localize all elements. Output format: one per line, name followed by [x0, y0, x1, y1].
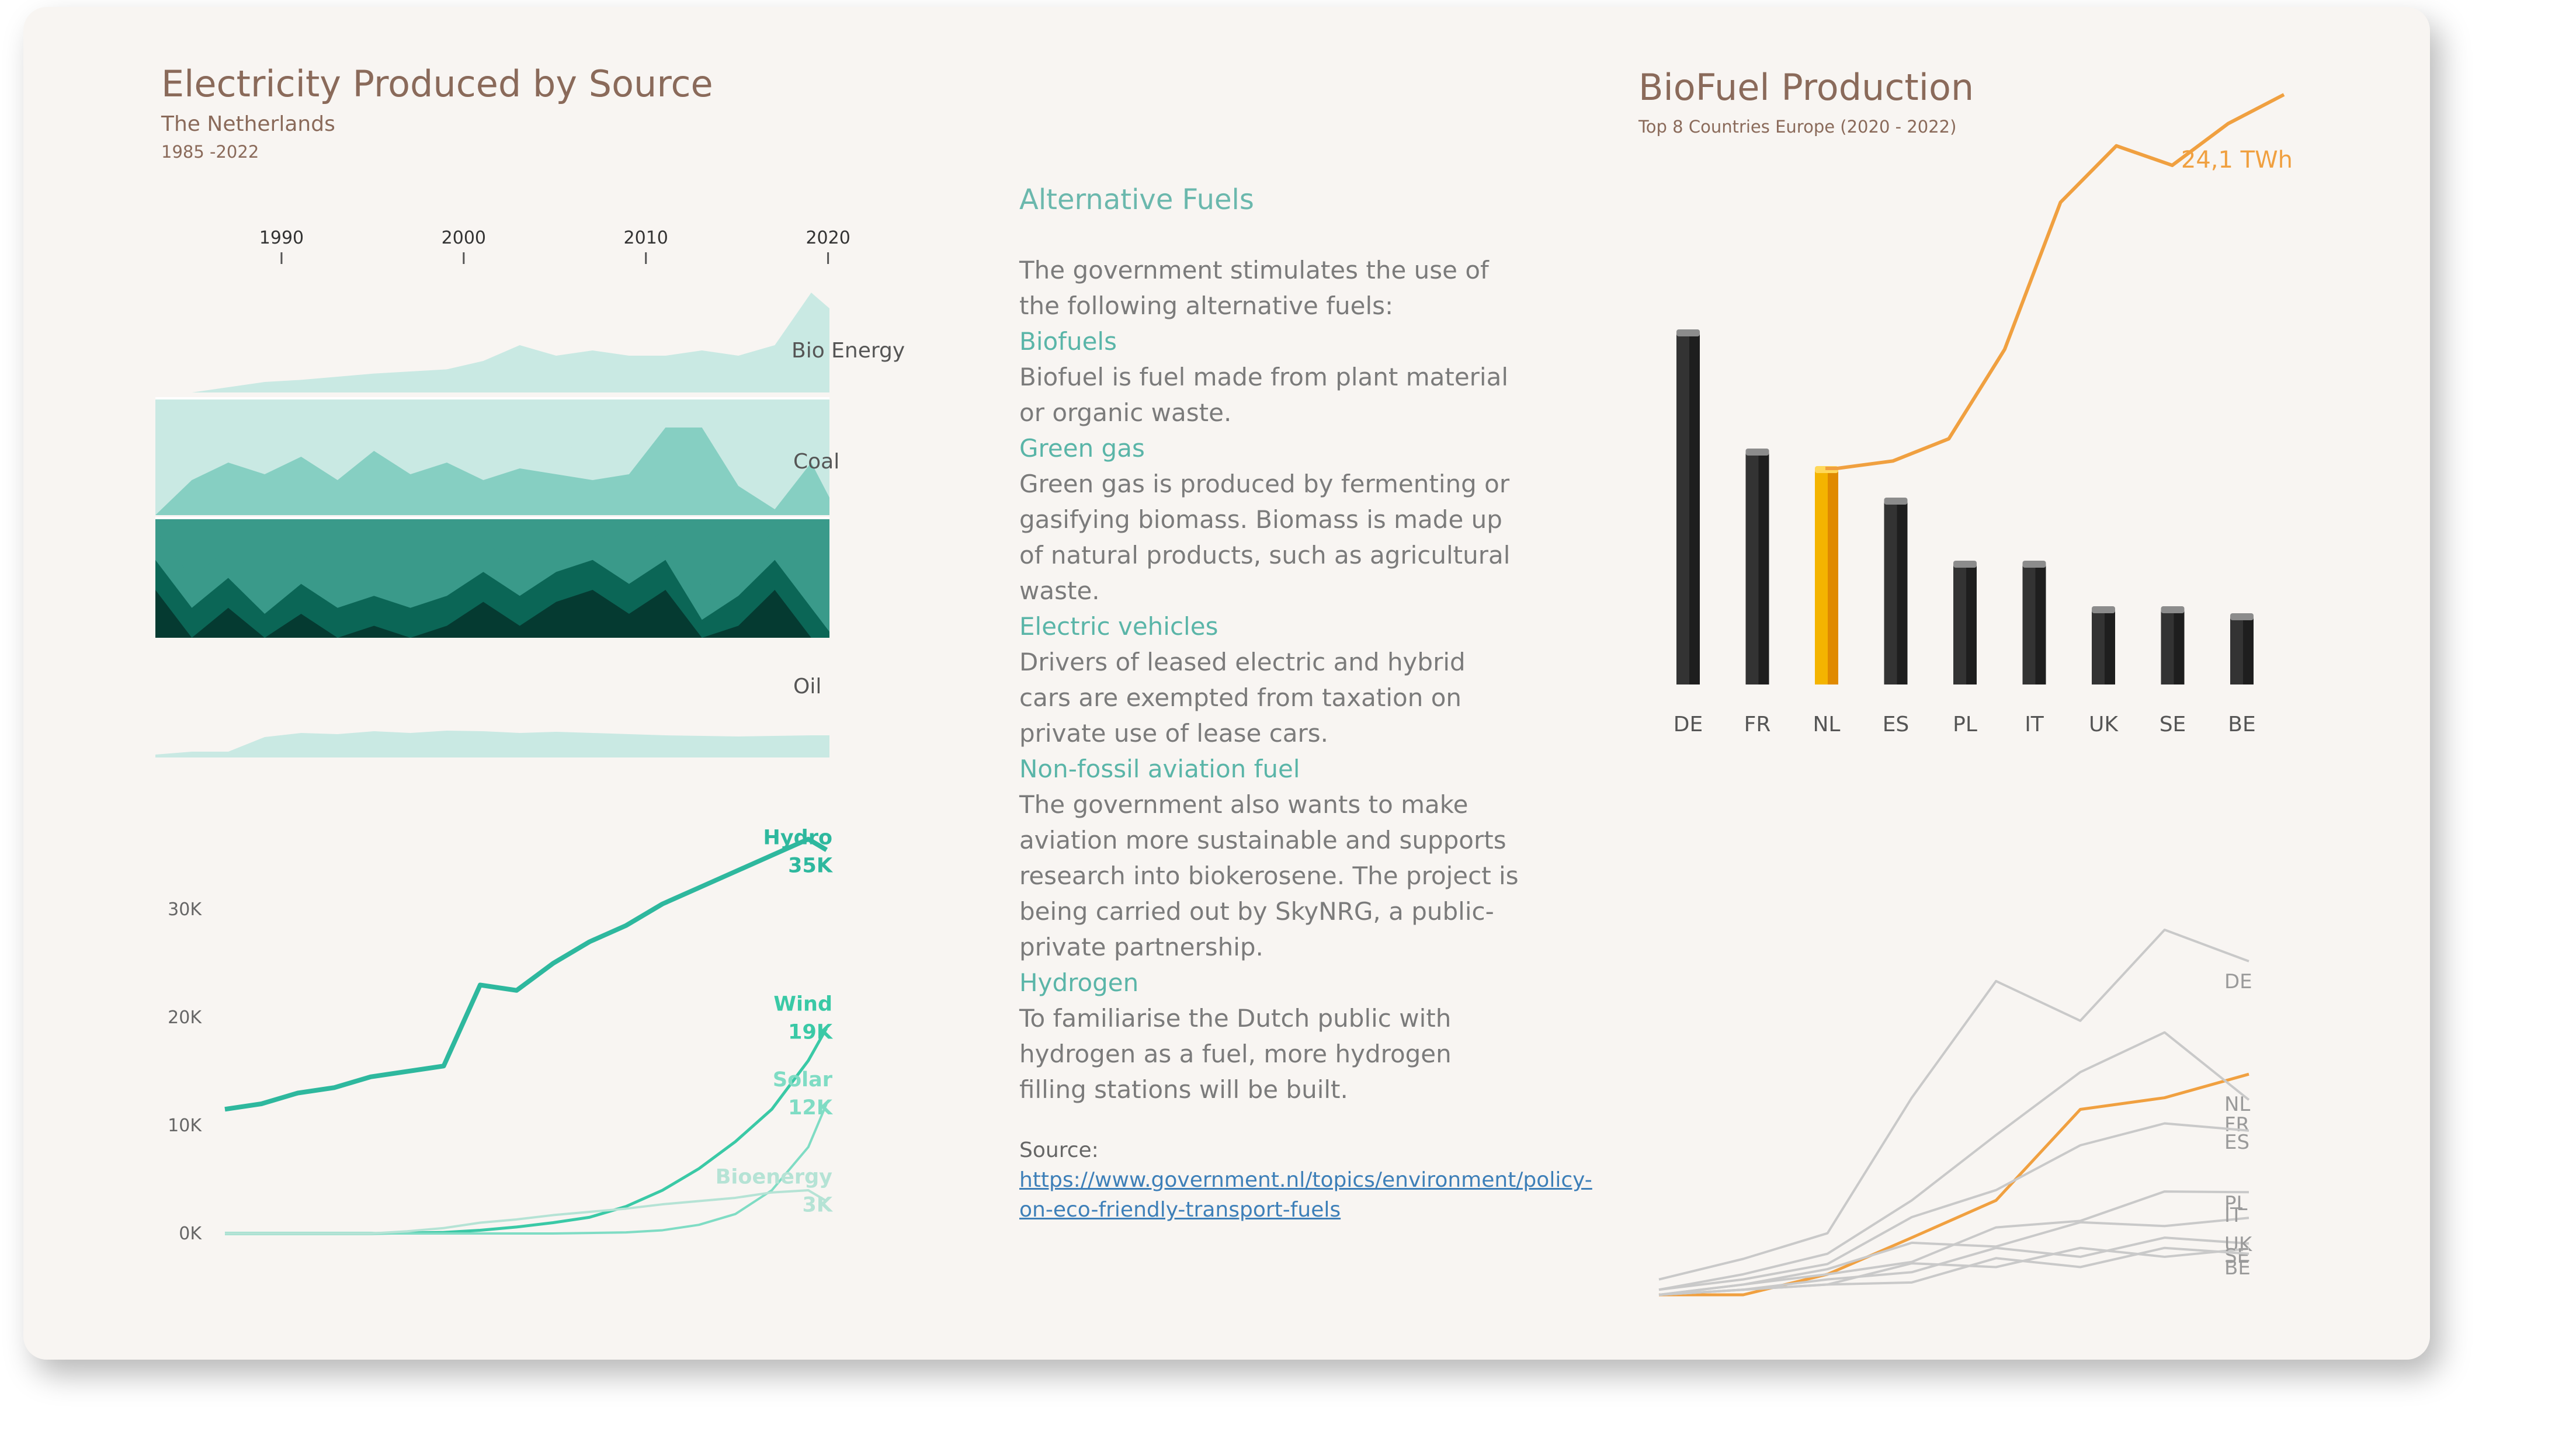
bar-category-label: PL	[1953, 713, 1977, 736]
dashboard-card: Electricity Produced by Source The Nethe…	[23, 7, 2430, 1360]
bar-category-label: NL	[1813, 713, 1841, 736]
year-tick-label: 2010	[624, 228, 668, 248]
bar-top	[1953, 561, 1977, 568]
nl-highlight-line: 24,1 TWh	[1825, 93, 2293, 470]
bar-category-label: SE	[2160, 713, 2186, 736]
nl-highlight-value: 24,1 TWh	[2181, 147, 2293, 173]
series-name-label: Hydro	[763, 826, 832, 849]
source-block: Source: https://www.government.nl/topics…	[1019, 1135, 1592, 1225]
bar-side	[2035, 565, 2046, 684]
bar-category-label: UK	[2089, 713, 2119, 736]
right-title: BioFuel Production	[1638, 66, 1974, 109]
bar-top	[2092, 606, 2115, 613]
section-body: To familiarise the Dutch public with hyd…	[1019, 1004, 1452, 1104]
y-tick-label: 30K	[168, 899, 202, 920]
source-label: Source:	[1019, 1138, 1099, 1162]
country-end-label: SE	[2224, 1245, 2249, 1268]
bar-side	[1689, 334, 1700, 684]
bar-side	[1758, 453, 1769, 684]
band-label: Coal	[793, 450, 839, 474]
section-body: Biofuel is fuel made from plant material…	[1019, 363, 1509, 427]
bar-top	[2022, 561, 2046, 568]
area-band-path	[155, 590, 829, 638]
bar-top	[1884, 498, 1908, 505]
country-end-label: DE	[2224, 970, 2252, 993]
country-line	[1658, 1031, 2250, 1291]
area-band-path	[155, 731, 829, 757]
series-value-label: 19K	[788, 1021, 834, 1044]
series-name-label: Bioenergy	[716, 1166, 832, 1189]
charts-canvas: Electricity Produced by Source The Nethe…	[155, 62, 2293, 1297]
y-tick-label: 10K	[168, 1116, 202, 1136]
bar-side	[1897, 502, 1908, 684]
area-chart: 1990 2000 2010 2020 Bio Energy Coal Oil	[155, 228, 905, 757]
electricity-line-chart: 0K 10K 20K 30K Hydro 35K Wind 19K Solar 12K Bioene…	[168, 826, 834, 1244]
biofuel-bar-chart: DE FR NL ES PL IT UK SE BE	[1674, 329, 2256, 736]
area-band-path	[155, 293, 829, 392]
country-line	[1658, 1217, 2249, 1296]
bar-category-label: BE	[2228, 713, 2255, 736]
bar-top	[1745, 449, 1769, 456]
band-label: Bio Energy	[791, 339, 905, 363]
series-line	[225, 1027, 828, 1235]
country-end-label: NL	[2224, 1093, 2250, 1116]
section-body: The government also wants to make aviati…	[1019, 790, 1519, 961]
country-line	[1658, 1122, 2249, 1291]
bar-category-label: IT	[2025, 713, 2044, 736]
right-subtitle: Top 8 Countries Europe (2020 - 2022)	[1638, 117, 1956, 137]
intro-text: The government stimulates the use of the…	[1019, 256, 1489, 320]
series-line	[225, 1189, 828, 1235]
left-years: 1985 -2022	[161, 142, 259, 162]
country-line	[1659, 1072, 2249, 1297]
bar-side	[1828, 471, 1838, 684]
country-line	[1658, 929, 2249, 1281]
y-tick-label: 0K	[179, 1224, 202, 1244]
left-subtitle: The Netherlands	[161, 112, 335, 136]
left-title: Electricity Produced by Source	[161, 62, 713, 105]
country-end-label: FR	[2224, 1113, 2249, 1137]
year-tick-label: 2000	[442, 228, 486, 248]
series-name-label: Wind	[773, 993, 832, 1016]
bar-top	[1676, 329, 1700, 336]
bar-category-label: ES	[1883, 713, 1910, 736]
series-value-label: 3K	[803, 1194, 834, 1217]
area-band-path	[155, 428, 829, 515]
bar-side	[2174, 611, 2185, 684]
country-end-label: IT	[2224, 1204, 2242, 1227]
fuel-sections: Biofuels Biofuel is fuel made from plant …	[1019, 324, 1522, 1107]
country-end-label: PL	[2224, 1192, 2248, 1215]
section-title: Hydrogen	[1019, 968, 1139, 997]
section-title: Electric vehicles	[1019, 612, 1218, 641]
section-body: Drivers of leased electric and hybrid ca…	[1019, 648, 1466, 748]
source-link[interactable]: https://www.government.nl/topics/environ…	[1019, 1168, 1592, 1222]
section-title: Green gas	[1019, 434, 1145, 463]
series-value-label: 35K	[788, 854, 834, 877]
year-tick-label: 1990	[259, 228, 304, 248]
alternative-fuels-panel: Alternative Fuels The government stimula…	[1019, 182, 1592, 1225]
bar-side	[2243, 618, 2254, 684]
country-end-label: BE	[2224, 1256, 2251, 1280]
section-body: Green gas is produced by fermenting or g…	[1019, 470, 1511, 605]
bar-side	[2105, 611, 2115, 684]
bar-top	[2230, 613, 2254, 620]
bar-category-label: DE	[1674, 713, 1703, 736]
band-label: Oil	[793, 675, 821, 699]
series-value-label: 12K	[788, 1096, 834, 1120]
country-line	[1658, 1246, 2249, 1296]
series-line	[224, 836, 828, 1112]
bar-category-label: FR	[1744, 713, 1771, 736]
section-title: Non-fossil aviation fuel	[1019, 755, 1300, 783]
section-title: Biofuels	[1019, 327, 1117, 356]
series-name-label: Solar	[773, 1068, 833, 1092]
bar-side	[1966, 565, 1977, 684]
nl-trend-line	[1825, 93, 2285, 470]
year-tick-label: 2020	[806, 228, 850, 248]
y-tick-label: 20K	[168, 1007, 202, 1028]
alternative-fuels-heading: Alternative Fuels	[1019, 183, 1254, 216]
bar-top	[2161, 606, 2185, 613]
country-end-label: ES	[2224, 1131, 2249, 1154]
